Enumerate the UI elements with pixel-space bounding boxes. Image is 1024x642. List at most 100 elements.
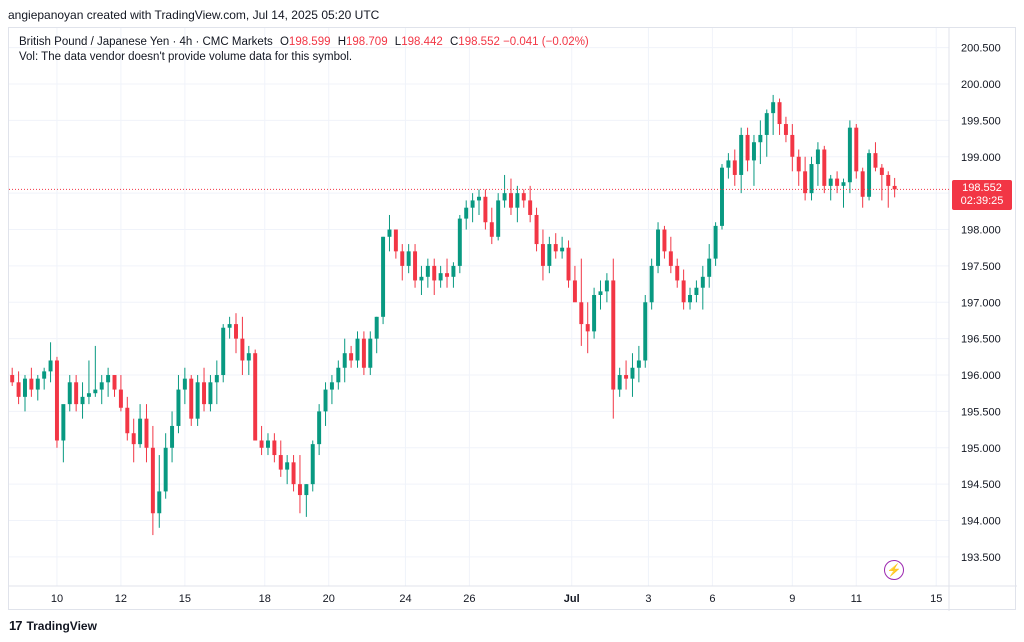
candle-body xyxy=(278,455,283,470)
candlestick-chart[interactable]: 193.500 194.000 194.500 195.000 195.500 196.0… xyxy=(9,28,1017,611)
candle-body xyxy=(592,294,597,332)
y-tick-label: 200.500 xyxy=(961,43,1001,55)
candle-body xyxy=(387,229,392,237)
candle-body xyxy=(892,185,897,190)
volume-note: Vol: The data vendor doesn't provide vol… xyxy=(19,51,353,63)
candle-body xyxy=(291,462,296,485)
y-tick-label: 195.000 xyxy=(961,443,1001,455)
candle-body xyxy=(477,196,481,201)
candle-body xyxy=(572,280,577,303)
candle-body xyxy=(630,367,635,379)
candle-body xyxy=(138,418,143,445)
candle-body xyxy=(598,291,603,295)
candle-body xyxy=(259,440,264,448)
candle-body xyxy=(867,153,872,197)
candle-body xyxy=(553,244,558,252)
candle-body xyxy=(265,440,270,448)
chart-panel[interactable]: 193.500 194.000 194.500 195.000 195.500 196.0… xyxy=(8,27,1017,611)
candle-body xyxy=(547,244,552,266)
candle-body xyxy=(496,200,501,237)
candle-body xyxy=(643,302,648,361)
candle-body xyxy=(221,327,226,376)
candle-body xyxy=(214,375,219,383)
last-price-value: 198.552 xyxy=(962,182,1002,195)
candle-body xyxy=(726,160,731,168)
candle-body xyxy=(317,411,322,445)
candle-body xyxy=(617,375,622,390)
x-tick-label: 20 xyxy=(323,593,335,605)
candle-body xyxy=(854,127,859,172)
y-tick-label: 194.000 xyxy=(961,516,1001,528)
candle-body xyxy=(457,218,462,266)
candle-body xyxy=(349,353,354,361)
symbol-description: British Pound / Japanese Yen · 4h · CMC … xyxy=(19,36,273,48)
candle-body xyxy=(803,171,808,194)
candle-body xyxy=(425,265,430,277)
candle-body xyxy=(99,382,104,390)
candle-body xyxy=(163,447,168,492)
x-tick-label: 10 xyxy=(51,593,63,605)
tradingview-footer[interactable]: 17 TradingView xyxy=(9,618,97,633)
x-tick-label: 3 xyxy=(645,593,651,605)
lightning-icon[interactable]: ⚡ xyxy=(884,560,904,580)
candle-body xyxy=(534,214,539,245)
high-label: H xyxy=(337,36,347,48)
x-tick-label: 9 xyxy=(789,593,795,605)
candle-body xyxy=(700,276,705,288)
candle-body xyxy=(790,134,795,157)
candle-body xyxy=(419,276,424,281)
candle-body xyxy=(310,444,315,485)
open-value: 198.599 xyxy=(288,36,331,48)
candle-body xyxy=(809,164,814,194)
bar-countdown: 02:39:25 xyxy=(960,195,1004,208)
candle-body xyxy=(93,389,98,394)
candle-body xyxy=(355,338,360,361)
candle-body xyxy=(585,324,590,332)
candle-body xyxy=(29,378,34,390)
candle-body xyxy=(771,102,776,114)
candle-body xyxy=(202,382,207,405)
x-tick-label: 12 xyxy=(115,593,127,605)
candle-body xyxy=(751,142,756,161)
candle-body xyxy=(342,353,347,368)
x-tick-label: 6 xyxy=(709,593,715,605)
candle-body xyxy=(125,407,130,434)
candle-body xyxy=(336,367,341,383)
candle-body xyxy=(48,360,53,372)
y-tick-label: 199.000 xyxy=(961,152,1001,164)
candle-body xyxy=(195,382,200,419)
candle-body xyxy=(777,102,782,125)
y-tick-label: 197.000 xyxy=(961,297,1001,309)
candle-body xyxy=(413,251,418,281)
candle-body xyxy=(841,182,846,186)
x-tick-label: 15 xyxy=(930,593,942,605)
candle-body xyxy=(521,193,526,201)
candle-body xyxy=(106,375,111,383)
candle-body xyxy=(675,265,680,281)
candle-body xyxy=(662,229,667,252)
candle-body xyxy=(579,302,584,325)
candle-body xyxy=(323,389,328,412)
y-tick-label: 199.500 xyxy=(961,115,1001,127)
y-tick-label: 193.500 xyxy=(961,552,1001,564)
candle-body xyxy=(739,134,744,175)
candle-body xyxy=(227,324,232,328)
candle-body xyxy=(253,353,258,441)
y-tick-label: 200.000 xyxy=(961,79,1001,91)
candle-body xyxy=(464,207,469,219)
candle-body xyxy=(406,251,411,266)
candle-body xyxy=(432,265,437,281)
x-tick-label: 26 xyxy=(463,593,475,605)
close-value: 198.552 xyxy=(458,36,500,48)
chart-credit: angiepanoyan created with TradingView.co… xyxy=(8,8,380,22)
candle-body xyxy=(61,404,66,441)
candle-body xyxy=(713,225,718,259)
candle-body xyxy=(176,389,181,426)
candle-body xyxy=(828,178,833,186)
last-price-tag: 198.552 02:39:25 xyxy=(952,180,1012,211)
candle-body xyxy=(873,153,878,168)
candle-body xyxy=(297,484,302,496)
candle-body xyxy=(860,171,865,197)
candle-body xyxy=(74,382,79,405)
change-value: −0.041 (−0.02%) xyxy=(503,36,589,48)
